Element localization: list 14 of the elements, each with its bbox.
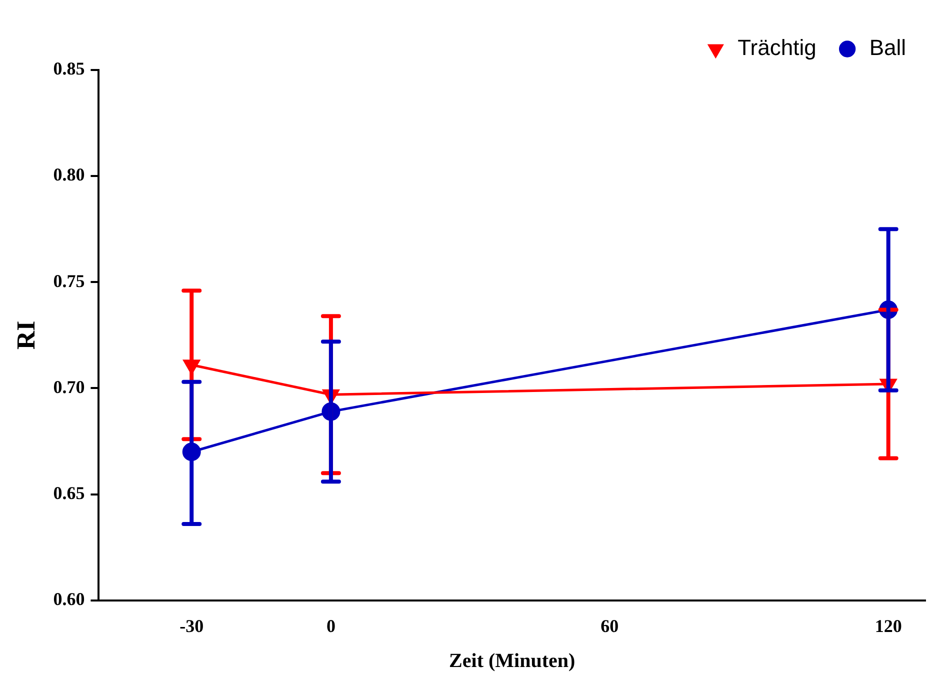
legend-label: Ball bbox=[869, 35, 906, 60]
legend-label: Trächtig bbox=[738, 35, 816, 60]
x-tick-label: -30 bbox=[180, 616, 204, 636]
y-tick-label: 0.85 bbox=[53, 58, 85, 79]
x-axis-title: Zeit (Minuten) bbox=[449, 650, 576, 672]
y-tick-label: 0.80 bbox=[53, 164, 85, 185]
y-tick-label: 0.65 bbox=[53, 482, 85, 503]
y-axis-title: RI bbox=[11, 320, 40, 350]
y-tick-label: 0.70 bbox=[53, 376, 85, 397]
x-tick-label: 60 bbox=[600, 616, 619, 636]
y-tick-label: 0.75 bbox=[53, 270, 85, 291]
x-tick-label: 0 bbox=[326, 616, 336, 636]
x-tick-label: 120 bbox=[874, 616, 902, 636]
y-tick-label: 0.60 bbox=[53, 589, 85, 610]
